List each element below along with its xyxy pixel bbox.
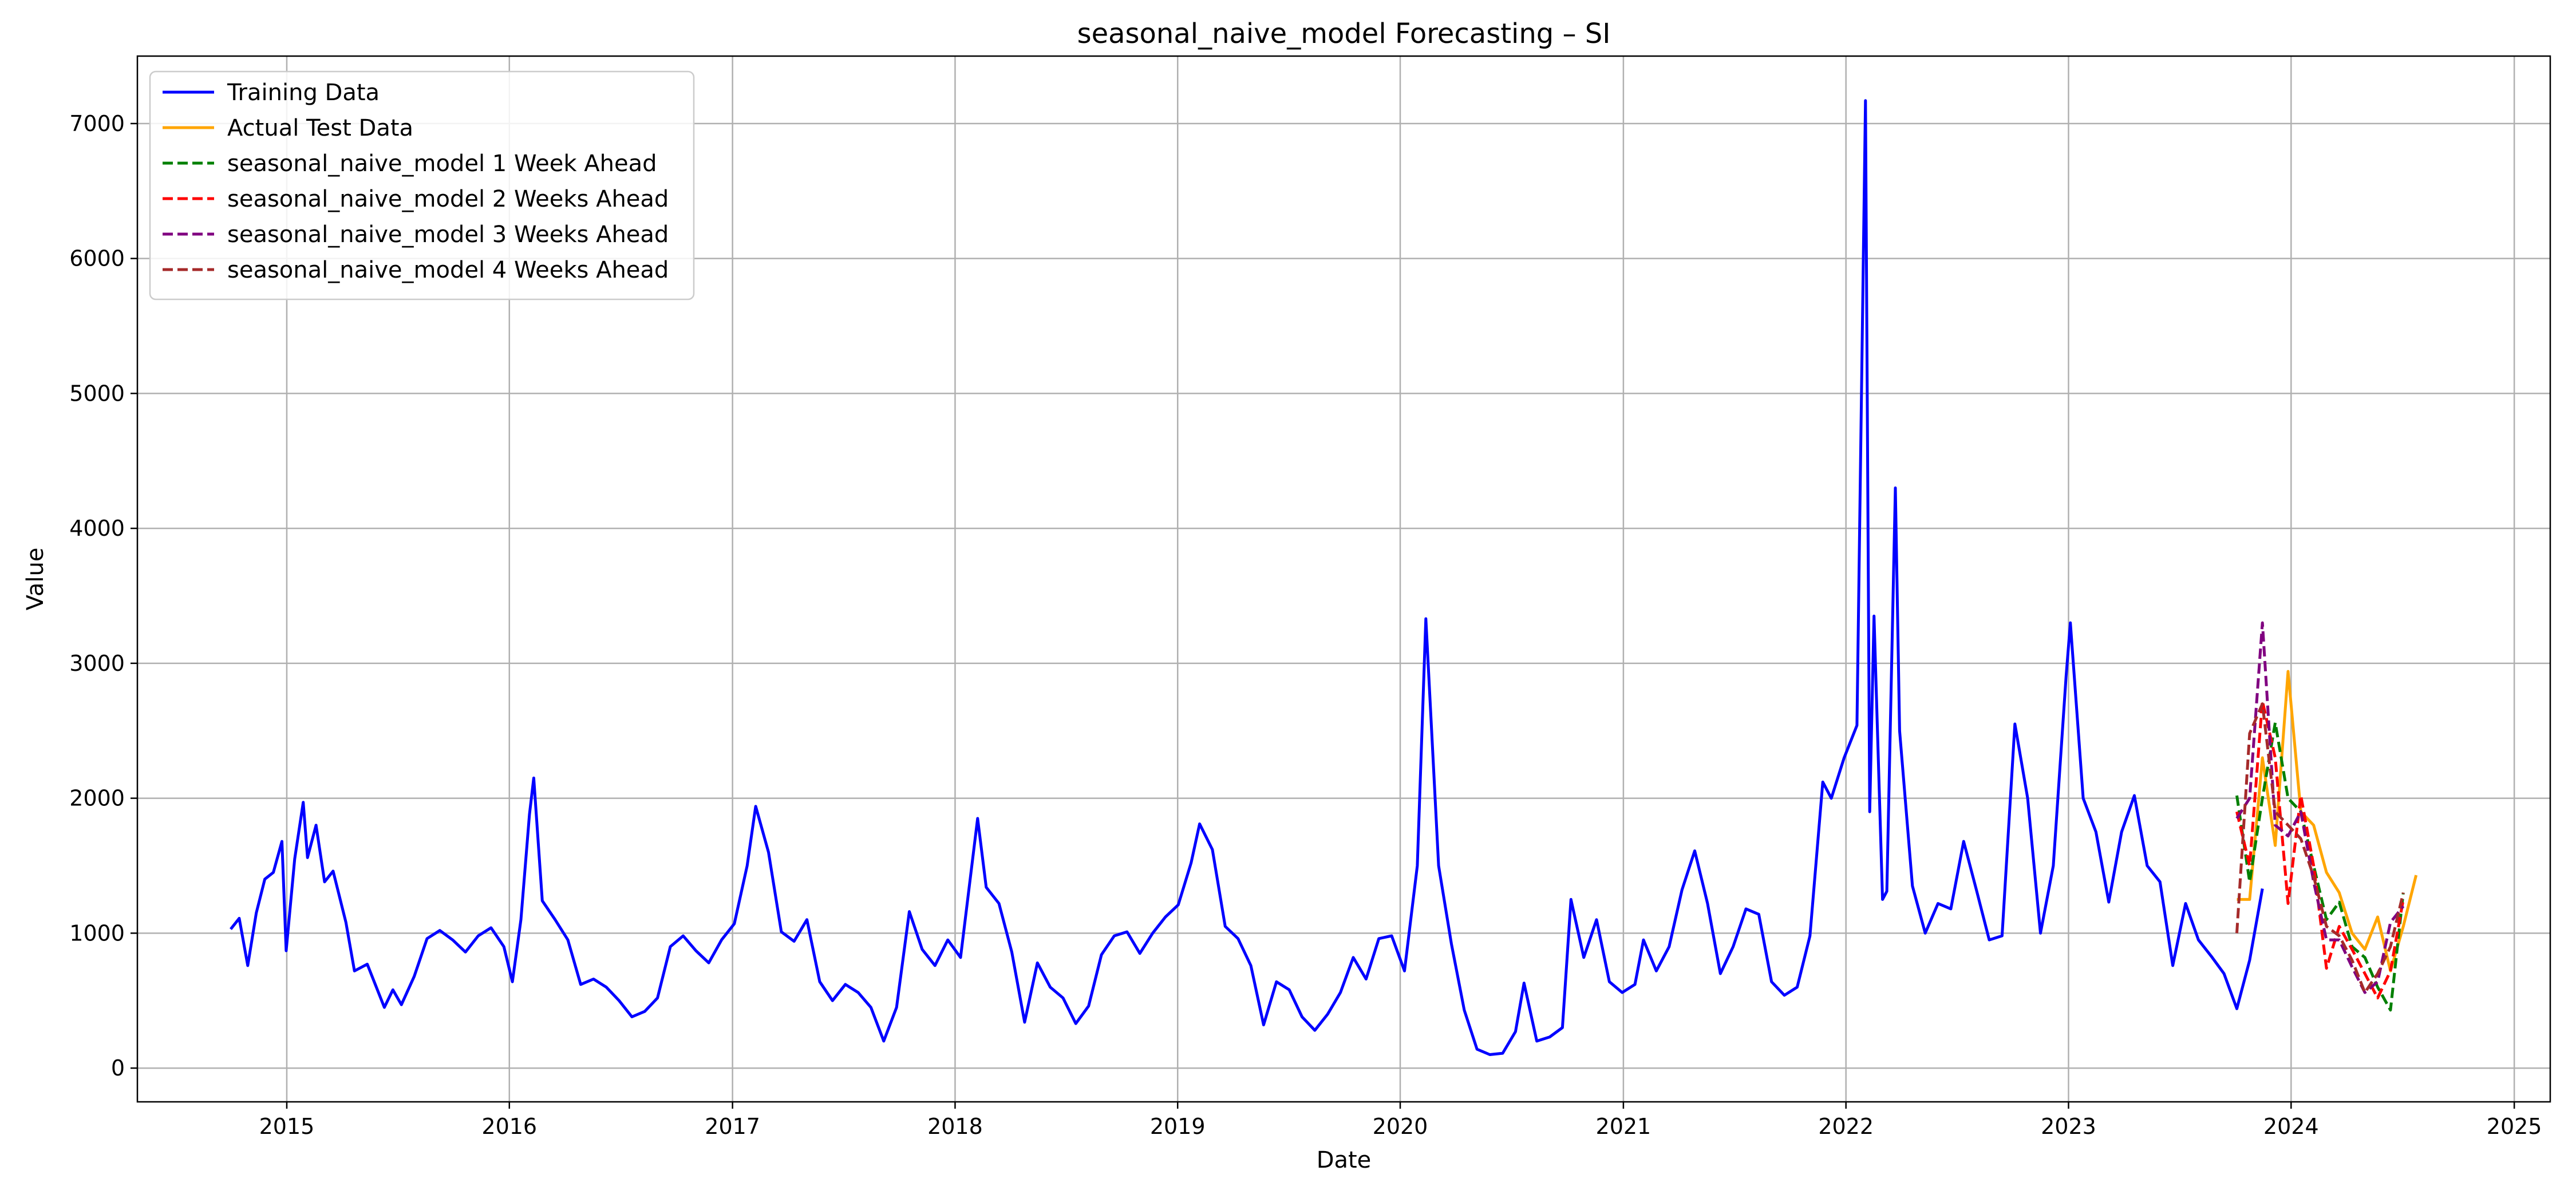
series-line-6: [2235, 702, 2405, 994]
legend-label: seasonal_naive_model 4 Weeks Ahead: [227, 257, 669, 283]
series-line-5: [2235, 621, 2405, 994]
x-tick-label: 2024: [2263, 1114, 2319, 1139]
axis-layer: 2015 2016 2017 2018 2019 2020 2021 2022 2023 2024…: [69, 111, 2542, 1139]
series-line-2: [2237, 670, 2418, 972]
plot-frame: [136, 55, 2551, 1103]
legend-label: Actual Test Data: [227, 115, 413, 141]
y-tick-label: 1000: [69, 920, 125, 946]
y-tick-label: 4000: [69, 516, 125, 541]
x-axis-title: Date: [1317, 1147, 1372, 1173]
legend-label: seasonal_naive_model 3 Weeks Ahead: [227, 222, 669, 248]
x-tick-label: 2016: [481, 1114, 537, 1139]
x-tick-label: 2019: [1150, 1114, 1206, 1139]
series-line-1: [230, 99, 2264, 1056]
x-tick-label: 2015: [259, 1114, 315, 1139]
legend-box: [149, 70, 695, 300]
x-tick-label: 2018: [927, 1114, 983, 1139]
y-tick-label: 0: [111, 1055, 125, 1081]
grid-layer: [137, 56, 2550, 1102]
x-tick-label: 2023: [2041, 1114, 2096, 1139]
x-tick-label: 2017: [705, 1114, 760, 1139]
y-axis-title: Value: [22, 548, 49, 611]
y-tick-label: 2000: [69, 786, 125, 811]
legend-label: seasonal_naive_model 2 Weeks Ahead: [227, 186, 669, 212]
x-tick-label: 2020: [1373, 1114, 1428, 1139]
y-tick-label: 5000: [69, 381, 125, 406]
legend-label: Training Data: [227, 80, 380, 106]
legend-label: seasonal_naive_model 1 Week Ahead: [227, 151, 657, 177]
series-layer: [230, 99, 2418, 1056]
y-tick-label: 3000: [69, 651, 125, 676]
x-tick-label: 2025: [2487, 1114, 2542, 1139]
chart-title: seasonal_naive_model Forecasting – SI: [1077, 18, 1611, 50]
y-tick-label: 7000: [69, 111, 125, 136]
y-tick-label: 6000: [69, 246, 125, 271]
legend: Training Data Actual Test Data seasonal_na…: [149, 70, 695, 300]
x-tick-label: 2021: [1596, 1114, 1652, 1139]
x-tick-label: 2022: [1818, 1114, 1874, 1139]
